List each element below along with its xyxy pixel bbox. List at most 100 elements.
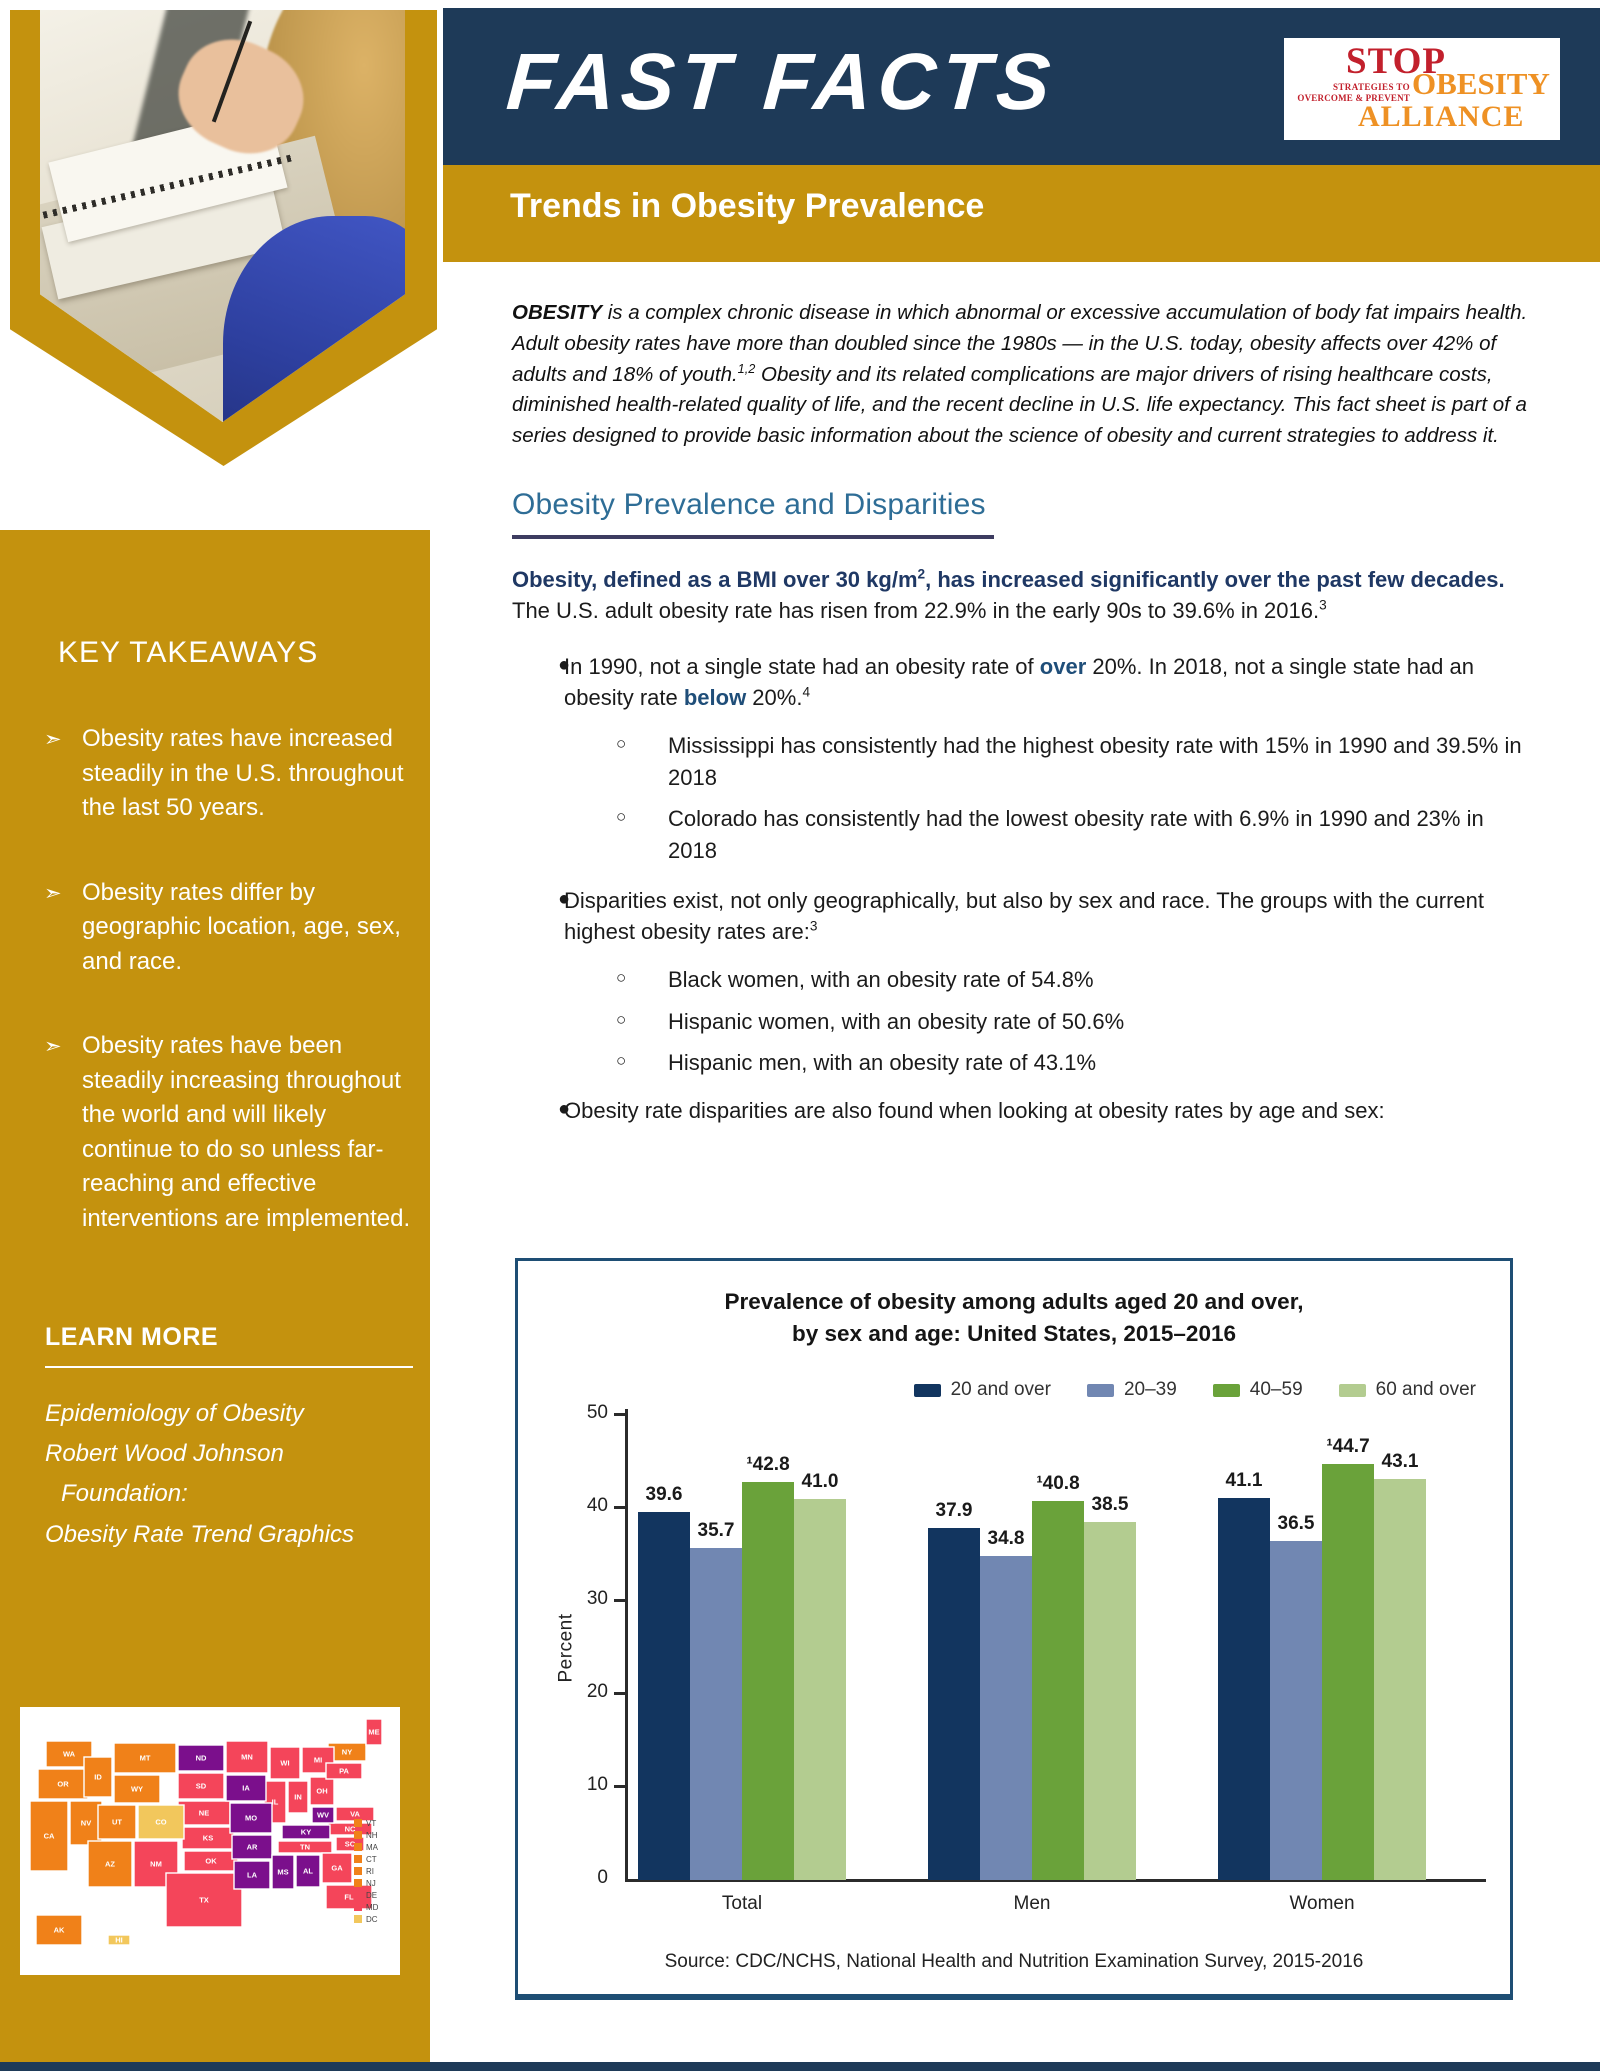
bar-value-label: ¹40.8	[1036, 1472, 1080, 1494]
sub-bullet-text: Black women, with an obesity rate of 54.…	[668, 967, 1094, 993]
sub-bullet-circle: ○	[616, 968, 627, 988]
chart-legend: 20 and over 20–39 40–59 60 and over	[913, 1379, 1476, 1401]
map-state-TX	[165, 1872, 243, 1928]
logo-alliance-text: ALLIANCE	[1358, 100, 1525, 133]
map-state-OH	[309, 1776, 335, 1806]
bullet-item: ● Disparities exist, not only geographic…	[512, 885, 1530, 948]
map-state-label: VA	[350, 1810, 360, 1819]
takeaway-text: Obesity rates have increased steadily in…	[82, 725, 404, 822]
map-legend-swatch	[354, 1903, 362, 1911]
chart-plot: Percent 0 10 20 30 40 50 39.6 35.7 ¹42.8 41.0 37.9…	[518, 1402, 1510, 1888]
map-legend-label: MA	[366, 1843, 379, 1852]
map-state-CA	[29, 1800, 69, 1872]
legend-item: 60 and over	[1338, 1379, 1476, 1401]
map-state-label: TN	[300, 1843, 310, 1852]
header-photo-pennant	[10, 10, 437, 466]
bar: 41.0	[794, 1471, 846, 1880]
section-heading-rule	[512, 534, 994, 539]
y-tick-label: 20	[586, 1681, 608, 1702]
y-tick-mark	[614, 1599, 626, 1602]
map-state-label: WI	[280, 1759, 289, 1768]
bar: 35.7	[690, 1520, 742, 1880]
map-state-MN	[225, 1740, 269, 1774]
section-lead-paragraph: Obesity, defined as a BMI over 30 kg/m2,…	[512, 564, 1530, 627]
logo-tagline-2: OVERCOME & PREVENT	[1297, 93, 1410, 103]
sub-bullet-text: Hispanic men, with an obesity rate of 43…	[668, 1050, 1097, 1076]
section-heading: Obesity Prevalence and Disparities	[512, 487, 986, 521]
link-obesity-rate-trend-graphics[interactable]: Obesity Rate Trend Graphics	[45, 1520, 355, 1548]
sub-bullet-item: ○ Hispanic men, with an obesity rate of …	[616, 1047, 1530, 1079]
sub-bullet-text: Colorado has consistently had the lowest…	[668, 806, 1484, 864]
intro-text-1: is a complex chronic disease in which ab…	[512, 301, 1528, 386]
link-rwjf-line1[interactable]: Robert Wood Johnson	[45, 1439, 284, 1467]
map-state-AK	[35, 1914, 83, 1946]
map-state-MT	[113, 1742, 177, 1774]
legend-swatch	[1212, 1383, 1240, 1397]
bar: ¹40.8	[1032, 1473, 1084, 1880]
link-epidemiology-of-obesity[interactable]: Epidemiology of Obesity	[45, 1399, 304, 1427]
bar-value-label: 36.5	[1277, 1512, 1315, 1534]
map-legend-label: NH	[366, 1831, 378, 1840]
sub-bullet-text: Hispanic women, with an obesity rate of …	[668, 1008, 1125, 1034]
map-state-label: AL	[303, 1867, 313, 1876]
map-state-label: MI	[314, 1756, 322, 1765]
y-tick-label: 30	[586, 1588, 608, 1609]
map-state-label: MT	[140, 1754, 151, 1763]
logo-obesity-text: OBESITY	[1412, 66, 1550, 101]
bar: ¹44.7	[1322, 1436, 1374, 1880]
map-legend-label: DE	[366, 1891, 377, 1900]
takeaway-item: ➣ Obesity rates differ by geographic loc…	[0, 876, 430, 980]
map-state-label: AR	[247, 1843, 258, 1852]
map-state-label: PA	[339, 1767, 349, 1776]
bar: ¹42.8	[742, 1454, 794, 1880]
map-state-ME	[365, 1718, 383, 1746]
bar: 37.9	[928, 1500, 980, 1880]
bar-value-label: 38.5	[1091, 1493, 1129, 1515]
intro-lead-word: OBESITY	[512, 301, 602, 324]
map-state-GA	[321, 1852, 353, 1884]
map-state-label: OH	[316, 1787, 327, 1796]
map-legend-swatch	[354, 1819, 362, 1827]
map-legend-label: VT	[366, 1819, 376, 1828]
map-legend-swatch	[354, 1831, 362, 1839]
sidebar: KEY TAKEAWAYS ➣ Obesity rates have incre…	[0, 530, 430, 2063]
main-content: OBESITY is a complex chronic disease in …	[512, 298, 1530, 1143]
map-state-label: OR	[57, 1780, 69, 1789]
map-state-label: IL	[272, 1798, 279, 1807]
takeaway-item: ➣ Obesity rates have increased steadily …	[0, 722, 430, 826]
map-state-label: AZ	[105, 1860, 115, 1869]
legend-label: 60 and over	[1375, 1379, 1476, 1400]
map-state-label: MS	[277, 1868, 288, 1877]
map-state-ND	[177, 1744, 225, 1772]
sub-bullet-item: ○ Colorado has consistently had the lowe…	[616, 803, 1530, 866]
map-state-label: LA	[247, 1871, 258, 1880]
bullet-list: ● In 1990, not a single state had an obe…	[512, 651, 1530, 1127]
bar: 36.5	[1270, 1513, 1322, 1880]
map-state-label: AK	[54, 1926, 65, 1935]
bar-value-label: ¹44.7	[1326, 1436, 1370, 1458]
x-category-label: Men	[1013, 1893, 1051, 1914]
map-state-label: HI	[115, 1936, 123, 1945]
header-band: FAST FACTS STOP STRATEGIES TO OVERCOME &…	[443, 8, 1600, 165]
map-state-MS	[271, 1854, 295, 1890]
bar-value-label: 41.1	[1225, 1469, 1263, 1491]
bullet-dot: ●	[558, 887, 571, 910]
y-tick-label: 50	[586, 1402, 608, 1423]
lead-sup-2: 3	[1319, 597, 1327, 613]
sub-bullet-item: ○ Hispanic women, with an obesity rate o…	[616, 1006, 1530, 1038]
link-rwjf-line2[interactable]: Foundation:	[61, 1480, 188, 1508]
lead-bold-2: , has increased significantly over the p…	[925, 566, 1505, 592]
sub-bullet-item: ○ Black women, with an obesity rate of 5…	[616, 964, 1530, 996]
map-state-label: CO	[155, 1818, 166, 1827]
map-state-label: WA	[63, 1750, 76, 1759]
arrow-bullet-icon: ➣	[44, 881, 62, 905]
map-state-label: TX	[199, 1896, 209, 1905]
map-legend-label: NJ	[366, 1879, 376, 1888]
map-state-AR	[231, 1834, 273, 1860]
map-state-IN	[287, 1780, 309, 1814]
bar-value-label: 37.9	[935, 1499, 973, 1521]
obesity-prevalence-chart: Prevalence of obesity among adults aged …	[515, 1258, 1513, 2000]
map-state-MO	[229, 1802, 273, 1834]
bullet-text: Obesity rate disparities are also found …	[564, 1098, 1385, 1124]
